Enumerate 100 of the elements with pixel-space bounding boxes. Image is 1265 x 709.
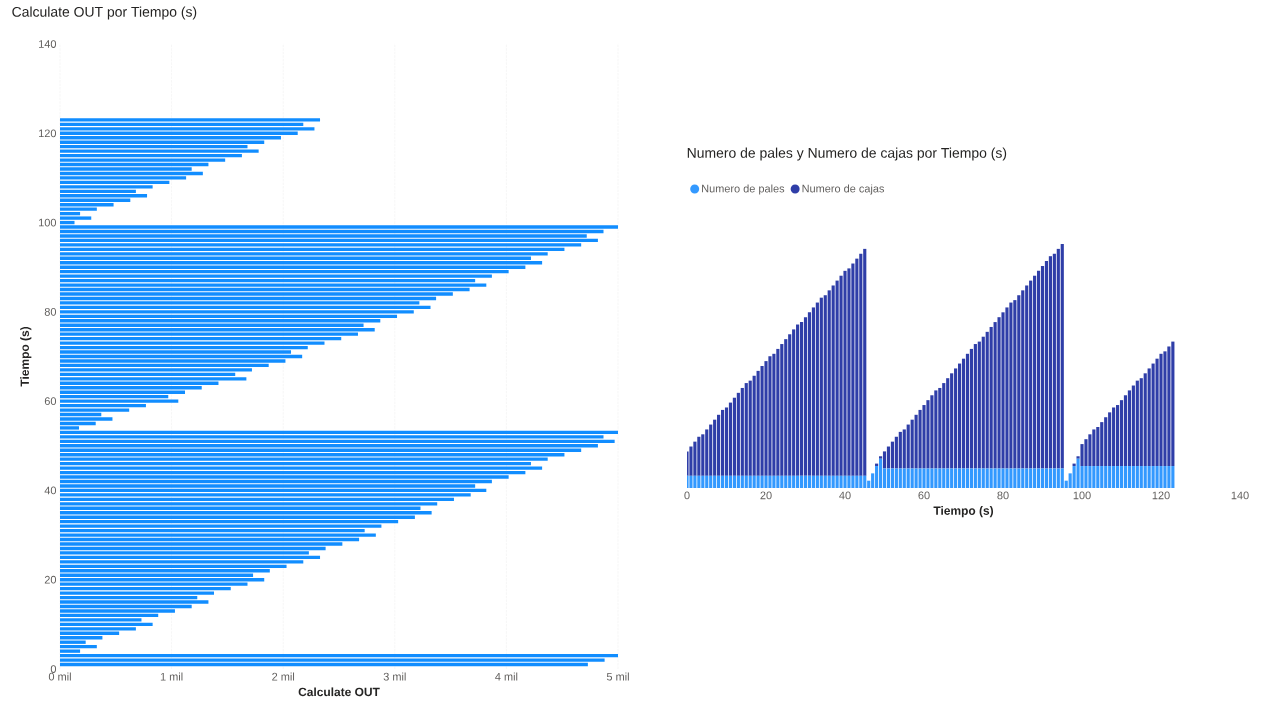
bar bbox=[752, 475, 756, 488]
bar bbox=[878, 458, 883, 488]
bar bbox=[1147, 466, 1151, 488]
bar bbox=[843, 475, 847, 488]
x-tick-label: 40 bbox=[839, 491, 851, 500]
bar bbox=[910, 419, 914, 469]
bar bbox=[60, 653, 618, 658]
bar bbox=[709, 475, 713, 488]
bar bbox=[732, 397, 736, 476]
bar bbox=[60, 171, 203, 176]
bar bbox=[784, 475, 788, 488]
bar bbox=[768, 356, 772, 476]
bar bbox=[740, 475, 744, 488]
bar bbox=[1108, 466, 1112, 488]
bar bbox=[756, 370, 760, 476]
x-axis-title: Calculate OUT bbox=[298, 687, 380, 697]
bar bbox=[894, 436, 898, 469]
bar bbox=[1044, 468, 1049, 488]
bar bbox=[693, 441, 697, 476]
x-tick-label: 2 mil bbox=[272, 672, 295, 681]
bar bbox=[1060, 244, 1064, 469]
bar bbox=[744, 475, 748, 488]
bar bbox=[689, 475, 693, 488]
bar bbox=[728, 475, 733, 488]
bar bbox=[60, 466, 543, 470]
bar bbox=[792, 475, 796, 488]
bar bbox=[724, 407, 729, 476]
bar bbox=[60, 430, 618, 435]
bar bbox=[954, 468, 958, 488]
y-tick-label: 120 bbox=[39, 129, 57, 138]
bar bbox=[736, 475, 740, 488]
bar bbox=[819, 475, 823, 488]
bar bbox=[60, 439, 615, 443]
bar bbox=[768, 475, 772, 488]
bar bbox=[709, 424, 713, 476]
bar bbox=[835, 475, 839, 488]
bar bbox=[827, 475, 831, 488]
bar bbox=[1009, 468, 1013, 488]
bar bbox=[760, 475, 764, 488]
bar bbox=[1159, 353, 1163, 467]
bar bbox=[1005, 307, 1009, 469]
x-tick-label: 100 bbox=[1073, 491, 1091, 500]
bar bbox=[788, 475, 792, 488]
bar bbox=[1167, 346, 1171, 467]
bar bbox=[693, 475, 697, 488]
bar bbox=[890, 468, 894, 488]
y-tick-label: 100 bbox=[39, 218, 57, 227]
bar bbox=[1017, 468, 1021, 488]
bar bbox=[989, 468, 993, 488]
bar bbox=[957, 468, 962, 488]
bar bbox=[1151, 363, 1155, 467]
bar bbox=[60, 225, 618, 229]
bar bbox=[60, 283, 487, 287]
bar bbox=[859, 475, 863, 488]
bar bbox=[705, 475, 709, 488]
bar bbox=[705, 429, 709, 476]
bar bbox=[764, 475, 768, 488]
bar bbox=[687, 475, 689, 488]
bar bbox=[717, 475, 721, 488]
bar bbox=[1123, 466, 1128, 488]
y-tick-label: 0 bbox=[50, 665, 57, 673]
bar bbox=[1092, 466, 1096, 488]
bar bbox=[993, 468, 997, 488]
bar bbox=[934, 468, 938, 488]
bar bbox=[728, 402, 733, 476]
bar bbox=[1131, 466, 1135, 488]
x-tick-label: 3 mil bbox=[383, 672, 406, 681]
bar bbox=[1048, 468, 1052, 488]
bar bbox=[1092, 429, 1096, 467]
bar bbox=[799, 475, 804, 488]
bar bbox=[780, 475, 784, 488]
bar bbox=[1151, 466, 1155, 488]
bar bbox=[1088, 466, 1092, 488]
bar bbox=[843, 270, 847, 476]
bar bbox=[1112, 407, 1116, 467]
bar bbox=[701, 475, 705, 488]
bar bbox=[1084, 466, 1088, 488]
bar bbox=[796, 475, 800, 488]
bar bbox=[1159, 466, 1163, 488]
bar bbox=[744, 383, 748, 476]
bar bbox=[807, 475, 812, 488]
bar bbox=[950, 468, 954, 488]
bar bbox=[60, 457, 548, 461]
bar bbox=[886, 446, 891, 469]
bar bbox=[981, 336, 985, 469]
bar bbox=[697, 436, 701, 476]
bar bbox=[803, 475, 808, 488]
bar bbox=[973, 344, 977, 469]
legend-label: Numero de pales bbox=[702, 184, 785, 195]
bar bbox=[1052, 253, 1056, 469]
bar bbox=[713, 419, 717, 476]
bar bbox=[717, 414, 721, 476]
bar bbox=[898, 431, 902, 469]
bar bbox=[748, 475, 752, 488]
bar bbox=[902, 468, 906, 488]
bar bbox=[969, 348, 973, 469]
chart-title: Calculate OUT por Tiempo (s) bbox=[12, 6, 197, 20]
bar bbox=[1036, 468, 1041, 488]
x-tick-label: 20 bbox=[760, 491, 772, 500]
bar bbox=[811, 475, 815, 488]
